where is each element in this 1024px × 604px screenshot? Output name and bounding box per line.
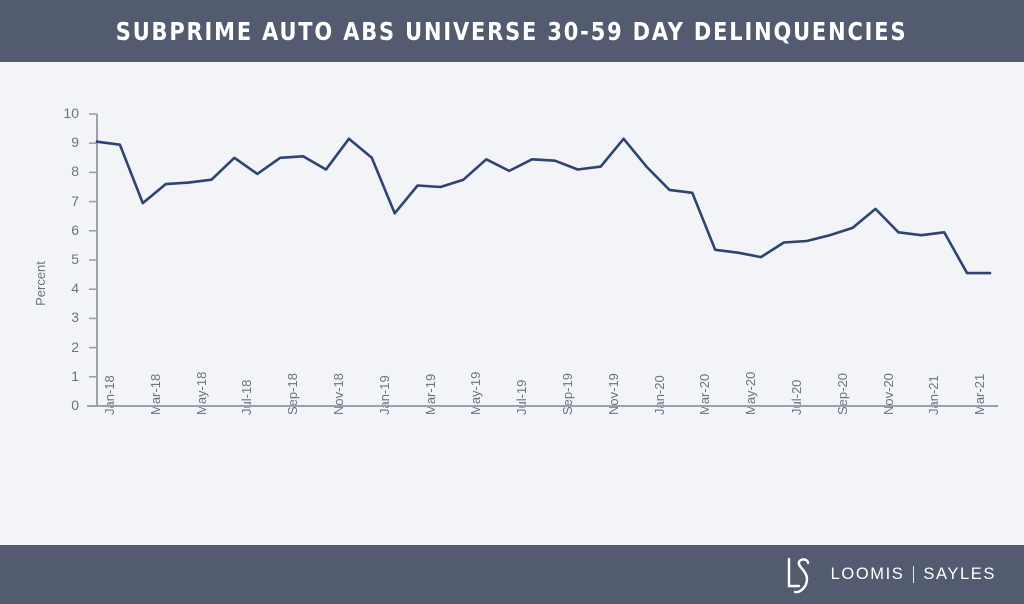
data-series-line <box>95 137 992 275</box>
y-tick-label: 1 <box>71 367 79 384</box>
y-tick-label: 9 <box>71 134 79 151</box>
y-tick-label: 0 <box>71 397 79 413</box>
y-tick-label: 6 <box>71 221 79 238</box>
y-tick-label: 4 <box>71 280 79 297</box>
y-axis-tick-marks <box>89 113 97 407</box>
chart-container: Percent 10 9 8 7 6 5 4 3 2 1 0 Jan-18 Mar-18 May-18 J… <box>0 62 1024 577</box>
brand-name-right: SAYLES <box>923 565 996 583</box>
ls-monogram-icon <box>783 555 817 595</box>
brand-name-left: LOOMIS <box>830 565 905 583</box>
brand-divider <box>913 566 915 583</box>
axis-lines <box>87 114 998 407</box>
y-tick-label: 10 <box>63 105 79 121</box>
page-title: Subprime Auto ABS Universe 30-59 Day Del… <box>116 16 908 46</box>
brand-logo: LOOMIS SAYLES <box>783 545 996 604</box>
y-tick-label: 7 <box>71 192 79 209</box>
footer-band: LOOMIS SAYLES <box>0 545 1024 604</box>
y-tick-label: 8 <box>71 163 79 180</box>
header-band: Subprime Auto ABS Universe 30-59 Day Del… <box>0 0 1024 62</box>
y-tick-label: 5 <box>71 251 79 267</box>
brand-wordmark: LOOMIS SAYLES <box>831 565 996 584</box>
y-tick-label: 3 <box>71 309 79 326</box>
line-chart-plot <box>87 113 998 407</box>
y-tick-label: 2 <box>71 338 79 355</box>
